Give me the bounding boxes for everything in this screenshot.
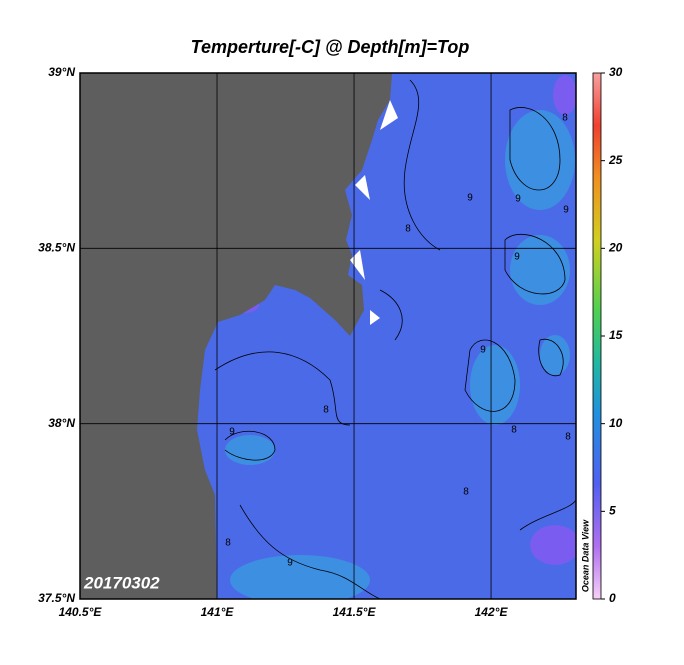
contours (214, 79, 576, 599)
contour-label: 8 (323, 405, 329, 416)
colorbar-tick-label: 30 (609, 65, 623, 79)
lat-tick-label: 39°N (48, 65, 75, 79)
lon-tick-label: 142°E (475, 605, 509, 619)
contour-label: 8 (562, 113, 568, 124)
contour-label: 9 (287, 558, 293, 569)
map-area: 9 9 8 9 9 8 8 9 8 8 8 8 9 9 (80, 73, 576, 599)
colorbar-tick-label: 25 (608, 153, 623, 167)
contour-label: 9 (480, 345, 486, 356)
colorbar-tick-label: 20 (608, 241, 623, 255)
contour-label: 9 (515, 194, 521, 205)
contour-label: 8 (565, 432, 571, 443)
contour-label: 9 (467, 193, 473, 204)
contour-label: 8 (463, 487, 469, 498)
lon-tick-label: 141°E (201, 605, 235, 619)
contour-label: 8 (225, 538, 231, 549)
lon-tick-label: 141.5°E (333, 605, 377, 619)
lat-tick-label: 38°N (48, 416, 75, 430)
land (80, 73, 392, 599)
lat-tick-label: 37.5°N (38, 591, 75, 605)
contour-label: 9 (514, 252, 520, 263)
lat-tick-label: 38.5°N (38, 241, 75, 255)
contour-label: 9 (563, 205, 569, 216)
map-frame (79, 72, 577, 600)
contour-label: 9 (229, 427, 235, 438)
watermark: Ocean Data View (580, 519, 590, 592)
colorbar (592, 72, 602, 600)
contour-label: 8 (405, 224, 411, 235)
coast-gaps (350, 100, 398, 325)
colorbar-tick-label: 15 (609, 328, 623, 342)
colorbar-tick-label: 5 (609, 504, 616, 518)
colorbar-tick-label: 10 (609, 416, 623, 430)
colorbar-tick-label: 0 (609, 591, 616, 605)
warm-patches (225, 110, 575, 599)
lon-tick-label: 140.5°E (59, 605, 103, 619)
map-title: Temperture[-C] @ Depth[m]=Top (191, 37, 470, 57)
date-label: 20170302 (83, 573, 160, 592)
contour-label: 8 (511, 425, 517, 436)
